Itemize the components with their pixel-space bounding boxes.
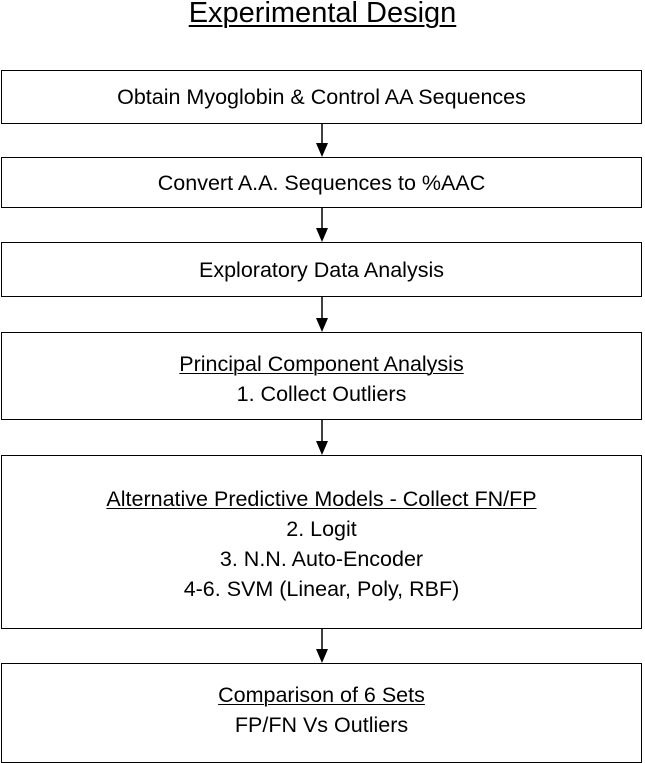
step-convert-aac-label: Convert A.A. Sequences to %AAC bbox=[157, 170, 486, 195]
step-predictive-models-heading: Alternative Predictive Models - Collect … bbox=[106, 487, 537, 511]
arrow-5-head bbox=[316, 649, 328, 663]
step-predictive-models-item-autoencoder: 3. N.N. Auto-Encoder bbox=[219, 547, 424, 571]
step-convert-aac: Convert A.A. Sequences to %AAC bbox=[1, 157, 642, 208]
step-pca: Principal Component Analysis 1. Collect … bbox=[1, 332, 642, 420]
step-comparison: Comparison of 6 Sets FP/FN Vs Outliers bbox=[1, 663, 642, 763]
step-exploratory-analysis-label: Exploratory Data Analysis bbox=[199, 257, 444, 282]
arrow-2-head bbox=[316, 228, 328, 242]
arrow-3-head bbox=[316, 318, 328, 332]
step-pca-heading: Principal Component Analysis bbox=[179, 352, 464, 376]
step-comparison-heading: Comparison of 6 Sets bbox=[218, 683, 425, 707]
diagram-title: Experimental Design bbox=[188, 0, 457, 29]
step-predictive-models-item-svm: 4-6. SVM (Linear, Poly, RBF) bbox=[183, 577, 460, 601]
step-predictive-models: Alternative Predictive Models - Collect … bbox=[1, 455, 642, 629]
arrow-4-head bbox=[316, 441, 328, 455]
arrow-1-head bbox=[316, 143, 328, 157]
step-obtain-sequences-label: Obtain Myoglobin & Control AA Sequences bbox=[117, 85, 526, 109]
step-comparison-item-1: FP/FN Vs Outliers bbox=[234, 713, 409, 737]
step-exploratory-analysis: Exploratory Data Analysis bbox=[1, 242, 642, 297]
step-obtain-sequences: Obtain Myoglobin & Control AA Sequences bbox=[1, 70, 642, 124]
step-pca-item-1: 1. Collect Outliers bbox=[236, 382, 407, 406]
step-predictive-models-item-logit: 2. Logit bbox=[286, 517, 357, 541]
